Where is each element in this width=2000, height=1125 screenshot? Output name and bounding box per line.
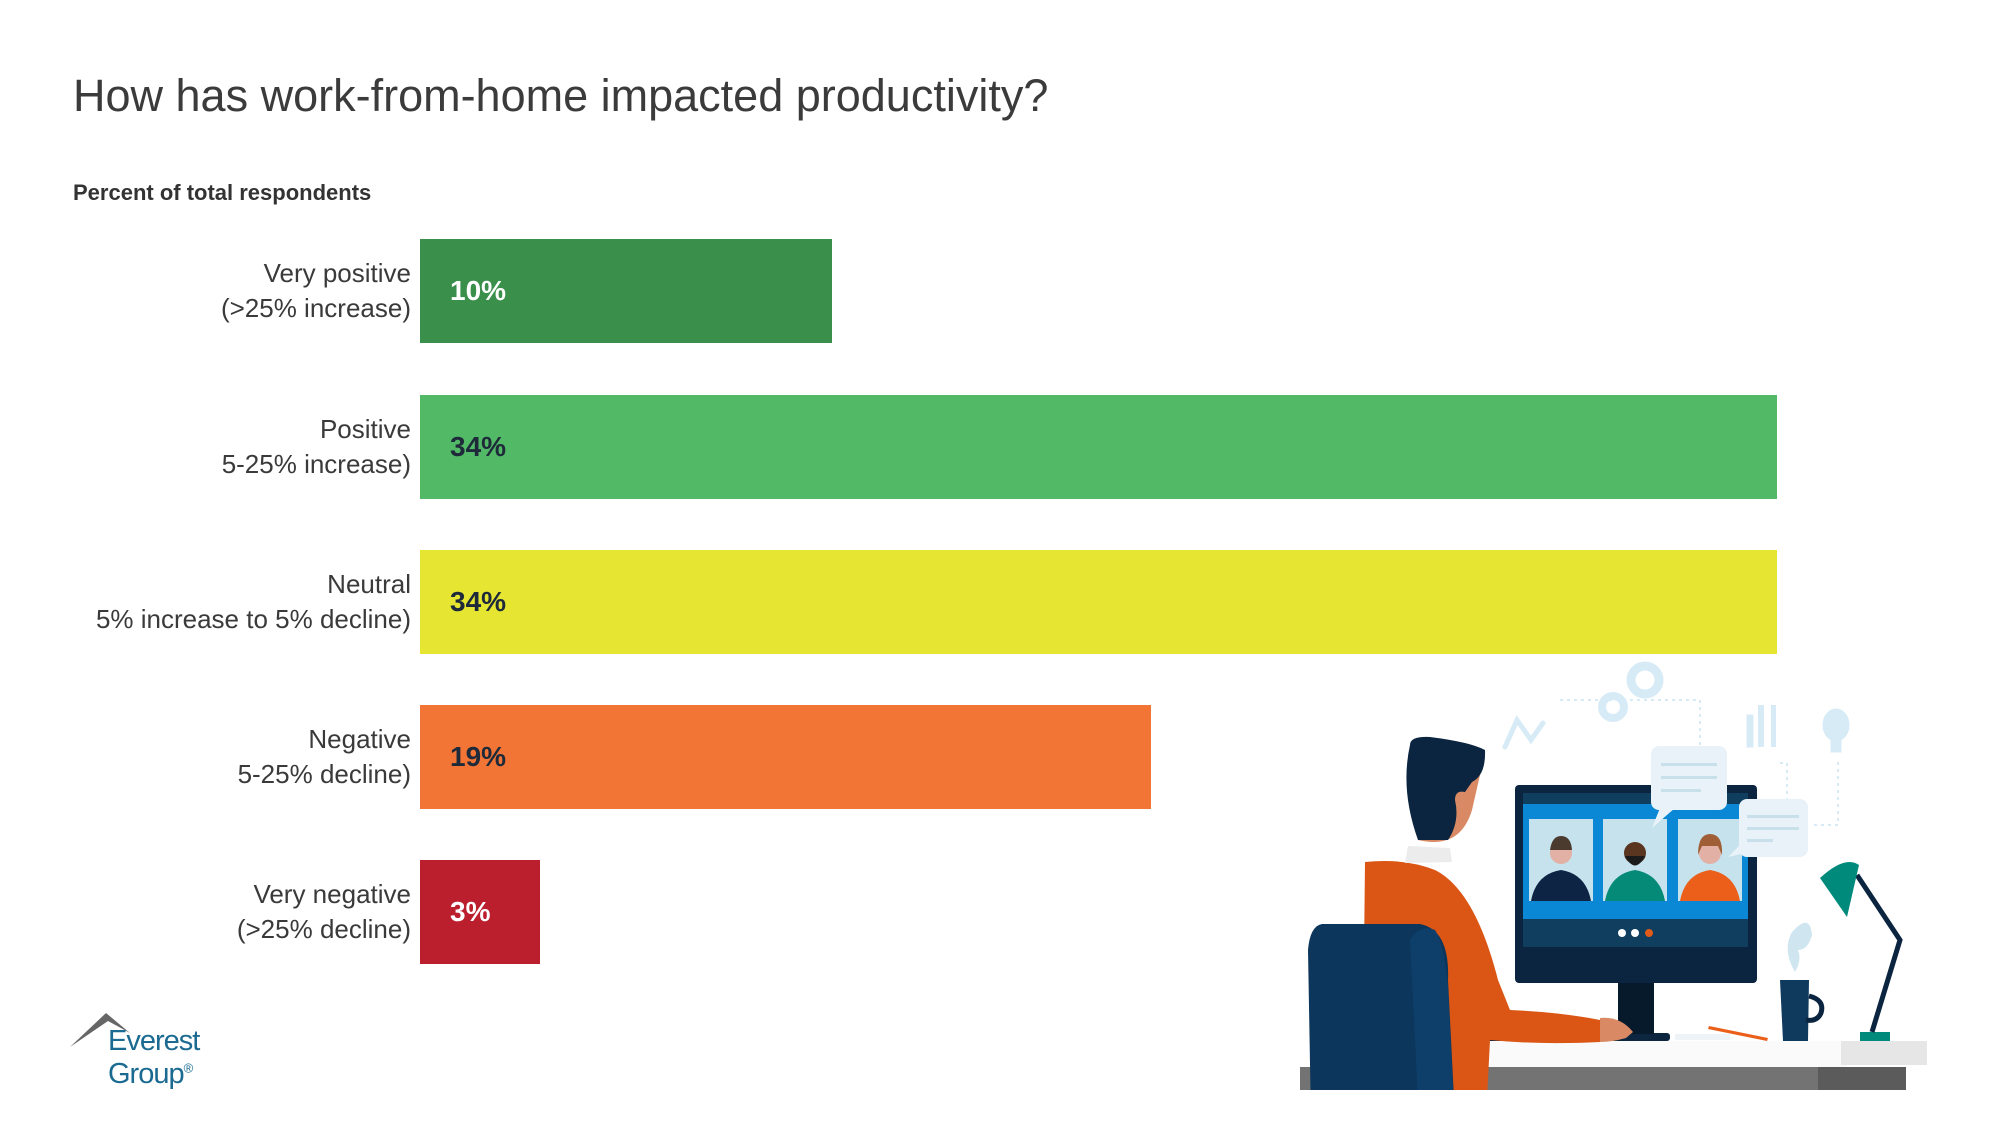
- bar: 34%: [420, 550, 1777, 654]
- data-label: 34%: [450, 431, 507, 462]
- data-label: 34%: [450, 586, 507, 617]
- desk: [1300, 1041, 1927, 1090]
- chart-subtitle: Percent of total respondents: [73, 180, 372, 205]
- desk-items: [1675, 861, 1903, 1041]
- category-label-line1: Very negative: [253, 879, 411, 909]
- bar: 10%: [420, 239, 832, 343]
- data-label: 10%: [450, 275, 507, 306]
- chat-bubbles: [1651, 746, 1808, 857]
- category-label: Negative 5-25% decline): [238, 722, 411, 792]
- bar: 3%: [420, 860, 540, 964]
- category-label: Positive 5-25% increase): [222, 412, 411, 482]
- category-label-line2: 5-25% decline): [237, 759, 411, 789]
- mountain-logo-icon: [70, 1013, 130, 1047]
- chair: [1308, 924, 1454, 1090]
- category-label-line2: (>25% decline): [236, 914, 411, 944]
- chart-row: Neutral 5% increase to 5% decline) 34%: [0, 550, 2000, 654]
- category-label-line1: Neutral: [327, 569, 411, 599]
- chart-row: Negative 5-25% decline) 19%: [0, 705, 2000, 809]
- category-label: Very positive (>25% increase): [221, 256, 411, 326]
- chart-row: Very negative (>25% decline) 3%: [0, 860, 2000, 964]
- category-label-line1: Positive: [319, 414, 411, 444]
- bar: 34%: [420, 395, 1777, 499]
- category-label-line2: 5-25% increase): [221, 449, 411, 479]
- data-label: 3%: [450, 896, 491, 927]
- registered-mark: ®: [183, 1060, 194, 1076]
- chart-row: Positive 5-25% increase) 34%: [0, 395, 2000, 499]
- data-label: 19%: [450, 741, 507, 772]
- everest-group-logo: Everest Group®: [70, 1005, 280, 1090]
- monitor: [1481, 785, 1757, 1041]
- chart-title: How has work-from-home impacted producti…: [73, 70, 1049, 121]
- logo-text: Everest Group: [108, 1025, 200, 1090]
- background-icons: [1502, 661, 1850, 826]
- category-label-line1: Very positive: [263, 258, 411, 288]
- category-label-line1: Negative: [308, 724, 411, 754]
- category-label-line2: 5% increase to 5% decline): [95, 604, 411, 634]
- category-label: Very negative (>25% decline): [237, 877, 411, 947]
- bar: 19%: [420, 705, 1151, 809]
- category-label-line2: (>25% increase): [220, 293, 411, 323]
- category-label: Neutral 5% increase to 5% decline): [96, 567, 411, 637]
- chart-row: Very positive (>25% increase) 10%: [0, 239, 2000, 343]
- work-from-home-illustration: [1300, 661, 1927, 1090]
